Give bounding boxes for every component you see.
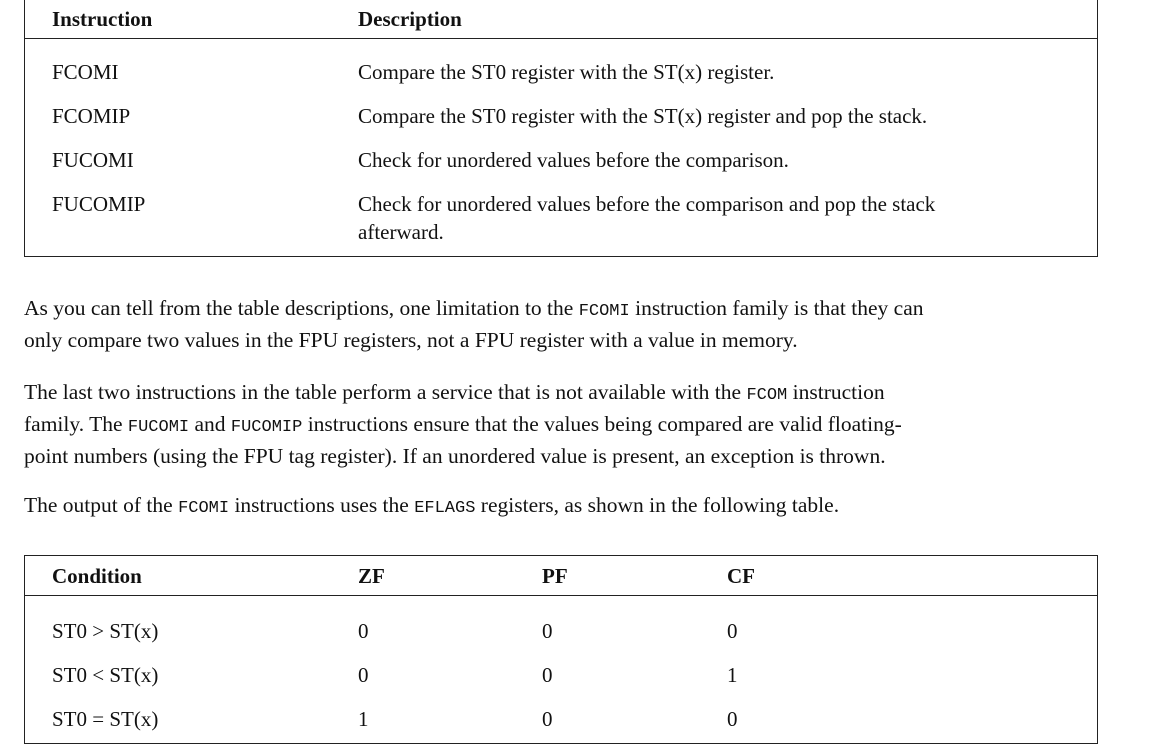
paragraph: The output of the FCOMI instructions use… [24, 491, 1114, 523]
pf-cell: 0 [542, 619, 553, 643]
text: registers, as shown in the following tab… [475, 493, 840, 517]
code-text: FUCOMI [127, 418, 190, 437]
text: instructions uses the [229, 493, 415, 517]
text: The last two instructions in the table p… [24, 380, 747, 404]
instruction-cell: FUCOMIP [52, 192, 146, 216]
description-cell: Compare the ST0 register with the ST(x) … [358, 104, 928, 128]
header-description: Description [358, 7, 462, 31]
instruction-cell: FUCOMI [52, 148, 134, 172]
text: As you can tell from the table descripti… [24, 296, 579, 320]
paragraph-line: The output of the FCOMI instructions use… [24, 491, 1114, 523]
code-text: FCOM [746, 386, 788, 405]
text: instructions ensure that the values bein… [302, 412, 902, 436]
text: and [189, 412, 231, 436]
paragraph-line: point numbers (using the FPU tag registe… [24, 444, 886, 468]
header-condition: Condition [52, 564, 142, 588]
pf-cell: 0 [542, 663, 553, 687]
header-pf: PF [542, 564, 568, 588]
cf-cell: 1 [727, 663, 738, 687]
table-header: Condition ZF PF CF [25, 556, 1097, 596]
text: family. The [24, 412, 128, 436]
text: instruction [787, 380, 885, 404]
condition-cell: ST0 = ST(x) [52, 707, 159, 731]
paragraph: The last two instructions in the table p… [24, 378, 1114, 470]
instruction-cell: FCOMIP [52, 104, 131, 128]
code-text: FUCOMIP [230, 418, 303, 437]
condition-cell: ST0 < ST(x) [52, 663, 159, 687]
zf-cell: 0 [358, 619, 369, 643]
instruction-table: Instruction Description FCOMI Compare th… [24, 0, 1098, 257]
cf-cell: 0 [727, 619, 738, 643]
code-text: EFLAGS [414, 499, 476, 518]
description-cell: Check for unordered values before the co… [358, 148, 789, 172]
paragraph: As you can tell from the table descripti… [24, 294, 1114, 354]
header-cf: CF [727, 564, 755, 588]
description-cell: Check for unordered values before the co… [358, 192, 936, 216]
zf-cell: 1 [358, 707, 369, 731]
table-header: Instruction Description [25, 0, 1097, 39]
condition-cell: ST0 > ST(x) [52, 619, 159, 643]
paragraph-line: The last two instructions in the table p… [24, 378, 1114, 410]
code-text: FCOMI [178, 499, 230, 518]
header-instruction: Instruction [52, 7, 153, 31]
instruction-cell: FCOMI [52, 60, 119, 84]
flags-table: Condition ZF PF CF ST0 > ST(x) 0 0 0 ST0… [24, 555, 1098, 744]
paragraph-line: only compare two values in the FPU regis… [24, 328, 798, 352]
cf-cell: 0 [727, 707, 738, 731]
zf-cell: 0 [358, 663, 369, 687]
paragraph-line: family. The FUCOMI and FUCOMIP instructi… [24, 410, 1114, 442]
description-cell-continued: afterward. [358, 220, 444, 244]
header-zf: ZF [358, 564, 385, 588]
text: instruction family is that they can [629, 296, 924, 320]
code-text: FCOMI [578, 302, 630, 321]
description-cell: Compare the ST0 register with the ST(x) … [358, 60, 775, 84]
pf-cell: 0 [542, 707, 553, 731]
paragraph-line: As you can tell from the table descripti… [24, 294, 1114, 326]
text: The output of the [24, 493, 179, 517]
